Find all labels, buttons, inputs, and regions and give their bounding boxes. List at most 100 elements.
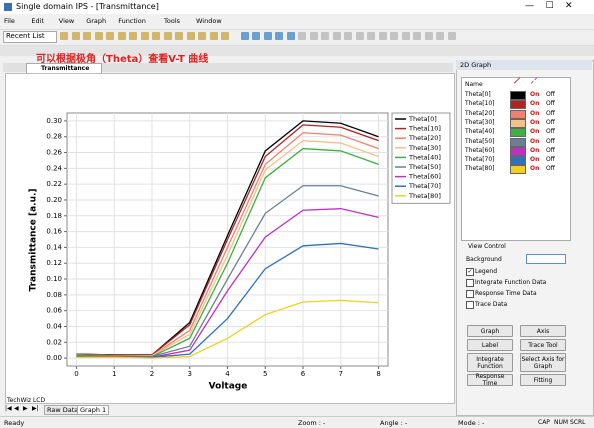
menu-item[interactable]: Graph (86, 17, 107, 25)
row-on[interactable]: On (530, 137, 540, 145)
panel-button[interactable]: Fitting (520, 374, 566, 386)
row-name: Theta[50] (465, 137, 495, 145)
panel-button[interactable]: Graph (467, 325, 513, 337)
toolbar-icon[interactable] (94, 32, 103, 40)
legend-label: Theta[0] (408, 115, 437, 123)
toolbar (0, 29, 594, 46)
legend-label: Theta[80] (408, 192, 441, 200)
toolbar-icon[interactable] (240, 32, 249, 40)
toolbar-icon[interactable] (344, 32, 352, 40)
menu-item[interactable]: File (4, 17, 15, 25)
row-off[interactable]: Off (546, 156, 555, 164)
toolbar-icon[interactable] (117, 32, 126, 40)
toolbar-icon[interactable] (140, 32, 149, 40)
x-tick-label: 5 (263, 370, 267, 378)
toolbar-icon[interactable] (152, 32, 160, 40)
panel-title: 2D Graph (460, 61, 492, 69)
toolbar-icon[interactable] (209, 32, 218, 40)
menu-item[interactable]: Edit (31, 17, 44, 25)
toolbar-icon[interactable] (298, 32, 306, 40)
toolbar-icon[interactable] (221, 32, 229, 40)
row-off[interactable]: Off (546, 146, 555, 154)
menu-item[interactable]: Function (118, 17, 146, 25)
row-on[interactable]: On (530, 91, 540, 98)
checkbox[interactable] (466, 290, 474, 298)
row-off[interactable]: Off (546, 109, 555, 117)
nav-arrow[interactable]: ◀ (14, 405, 19, 412)
menu-item[interactable]: View (58, 17, 75, 25)
nav-arrow[interactable]: |◀ (5, 405, 12, 412)
toolbar-icon[interactable] (321, 32, 329, 40)
legend-label: Theta[50] (408, 163, 441, 171)
row-on[interactable]: On (530, 109, 540, 117)
row-on[interactable]: On (530, 118, 540, 126)
toolbar-icon[interactable] (275, 32, 283, 40)
checkbox[interactable] (466, 279, 474, 287)
row-name: Theta[0] (465, 91, 491, 98)
chart: Voltage Transmittance [a.u.] 0.00 0.02 0.0… (29, 112, 451, 392)
toolbar-icon[interactable] (252, 32, 260, 40)
toolbar-icon[interactable] (186, 32, 195, 40)
toolbar-icon[interactable] (413, 32, 421, 40)
nav-arrow[interactable]: ▶| (32, 405, 39, 412)
row-on[interactable]: On (530, 146, 540, 154)
background-select[interactable] (526, 254, 566, 264)
toolbar-icon[interactable] (60, 32, 68, 40)
document-tab[interactable]: Transmittance (26, 63, 102, 73)
toolbar-icon[interactable] (424, 32, 433, 40)
toolbar-icon[interactable] (106, 32, 114, 40)
toolbar-icon[interactable] (355, 32, 364, 40)
row-off[interactable]: Off (546, 137, 555, 145)
checkbox-label: Integrate Function Data (475, 279, 547, 286)
toolbar-icon[interactable] (286, 32, 295, 40)
panel-button[interactable]: Integrate Function (467, 353, 513, 372)
status-ready: Ready (4, 419, 25, 427)
toolbar-icon[interactable] (71, 32, 80, 40)
toolbar-icon[interactable] (163, 32, 172, 40)
toolbar-icon[interactable] (83, 32, 91, 40)
app-name: TechWiz LCD (7, 397, 46, 404)
checkbox-label: Legend (475, 268, 498, 275)
legend-label: Theta[20] (408, 134, 441, 142)
toolbar-icon[interactable] (332, 32, 341, 40)
y-axis-label: Transmittance [a.u.] (29, 188, 39, 291)
menu-item[interactable]: Window (196, 17, 222, 25)
sheet-tab[interactable]: Graph 1 (77, 405, 110, 415)
nav-arrow[interactable]: ▶ (23, 405, 28, 412)
row-off[interactable]: Off (546, 165, 555, 173)
toolbar-icon[interactable] (401, 32, 410, 40)
row-on[interactable]: On (530, 100, 540, 108)
recent-list[interactable]: Recent List (3, 31, 57, 43)
panel-button[interactable]: Response Time (467, 373, 513, 387)
toolbar-icon[interactable] (447, 32, 456, 40)
path-bar (0, 46, 594, 56)
panel-button[interactable]: Trace Tool (520, 339, 566, 351)
checkbox[interactable] (466, 301, 474, 309)
row-on[interactable]: On (530, 156, 540, 164)
row-on[interactable]: On (530, 128, 540, 136)
row-off[interactable]: Off (546, 128, 555, 136)
toolbar-icon[interactable] (175, 32, 183, 40)
panel-button[interactable]: Axis (520, 325, 566, 337)
series-line (76, 124, 379, 356)
y-tick-label: 0.18 (46, 212, 62, 220)
toolbar-icon[interactable] (309, 32, 318, 40)
menu-item[interactable]: Tools (164, 17, 181, 25)
toolbar-icon[interactable] (436, 32, 444, 40)
checkbox[interactable]: ✓ (466, 268, 474, 276)
toolbar-icon[interactable] (198, 32, 206, 40)
window-controls[interactable]: — ☐ ✕ (525, 1, 573, 11)
row-off[interactable]: Off (546, 118, 555, 126)
toolbar-icon[interactable] (378, 32, 387, 40)
toolbar-icon[interactable] (367, 32, 375, 40)
toolbar-icon[interactable] (263, 32, 272, 40)
row-on[interactable]: On (530, 165, 540, 173)
sheet-tab[interactable]: Raw Data (44, 405, 82, 415)
toolbar-icon[interactable] (129, 32, 137, 40)
toolbar-icon[interactable] (390, 32, 398, 40)
row-off[interactable]: Off (546, 91, 555, 98)
row-off[interactable]: Off (546, 100, 555, 108)
panel-button[interactable]: Select Axis for Graph (520, 353, 566, 372)
row-color (510, 109, 526, 119)
panel-button[interactable]: Label (467, 339, 513, 351)
